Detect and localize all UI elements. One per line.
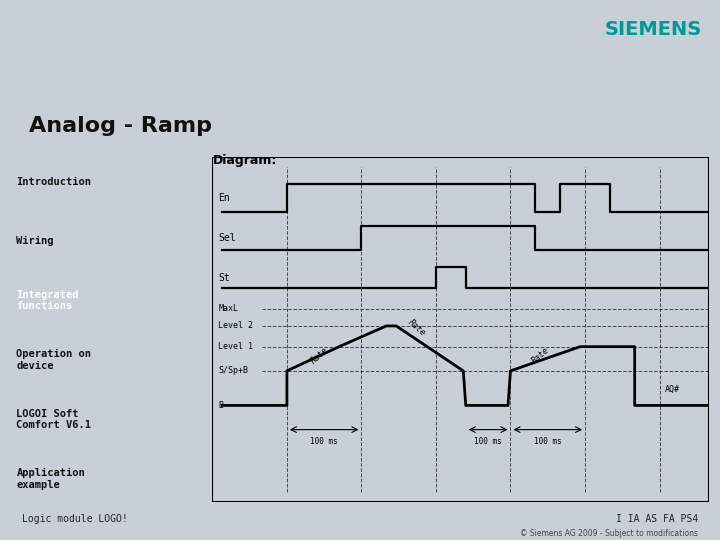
Text: Wiring: Wiring <box>17 236 54 246</box>
Text: Sel: Sel <box>218 233 236 243</box>
Text: Rate: Rate <box>406 318 427 339</box>
Text: SIEMENS: SIEMENS <box>605 21 702 39</box>
Text: Logic module LOGO!: Logic module LOGO! <box>22 514 127 524</box>
Text: I IA AS FA PS4: I IA AS FA PS4 <box>616 514 698 524</box>
Text: Rate: Rate <box>310 346 330 366</box>
Text: Level 2: Level 2 <box>218 321 253 330</box>
Text: 100 ms: 100 ms <box>534 437 562 446</box>
Text: © Siemens AG 2009 - Subject to modifications: © Siemens AG 2009 - Subject to modificat… <box>521 529 698 538</box>
Text: B: B <box>218 401 223 410</box>
Text: Rate: Rate <box>531 346 552 366</box>
Text: S/Sp+B: S/Sp+B <box>218 366 248 375</box>
Text: En: En <box>218 193 230 203</box>
Text: 100 ms: 100 ms <box>474 437 502 446</box>
Text: AQ#: AQ# <box>665 386 680 394</box>
Text: Level 1: Level 1 <box>218 342 253 351</box>
Text: LOGOI Soft
Comfort V6.1: LOGOI Soft Comfort V6.1 <box>17 408 91 430</box>
Text: Operation on
device: Operation on device <box>17 349 91 371</box>
Text: Integrated
functions: Integrated functions <box>17 289 79 311</box>
Text: 100 ms: 100 ms <box>310 437 338 446</box>
Text: Diagram:: Diagram: <box>212 154 276 167</box>
Text: Introduction: Introduction <box>17 177 91 187</box>
Text: St: St <box>218 273 230 282</box>
Text: MaxL: MaxL <box>218 304 238 313</box>
Text: Analog - Ramp: Analog - Ramp <box>29 116 212 136</box>
Text: Application
example: Application example <box>17 468 85 490</box>
